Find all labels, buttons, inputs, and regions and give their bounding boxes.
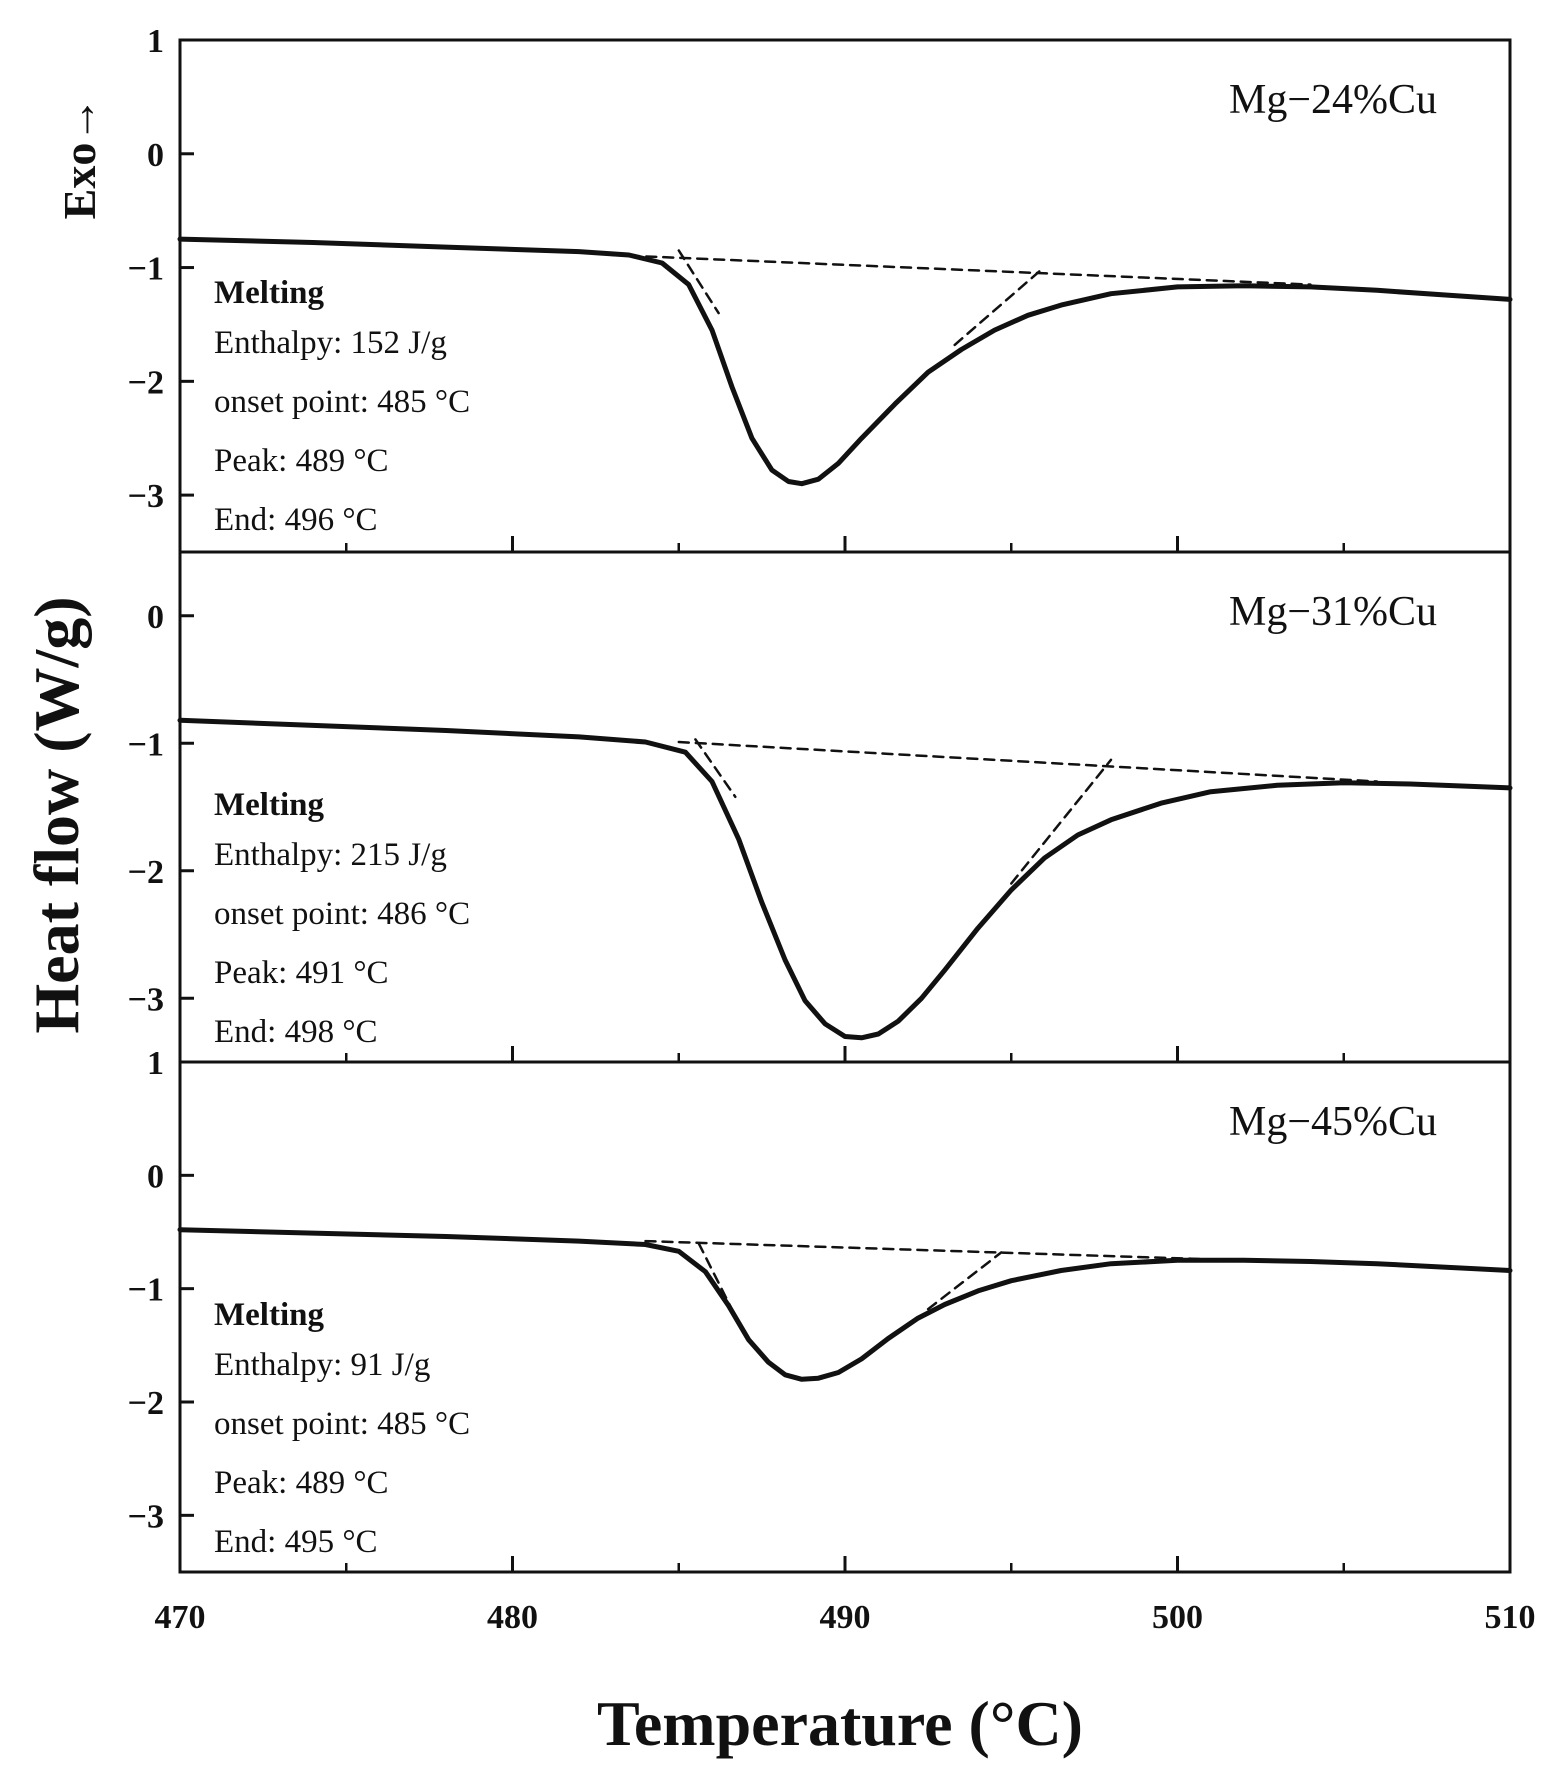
- x-tick-label: 510: [1485, 1599, 1536, 1636]
- x-axis-title: Temperature (°C): [597, 1688, 1083, 1759]
- y-axis-title: Heat flow (W/g): [21, 596, 92, 1033]
- exo-direction-label: Exo→: [54, 97, 105, 220]
- annotation-line: Enthalpy: 91 J/g: [214, 1347, 430, 1383]
- annotation-title: Melting: [214, 1297, 324, 1333]
- annotation-line: onset point: 485 °C: [214, 1406, 470, 1442]
- annotation-line: Enthalpy: 152 J/g: [214, 325, 447, 361]
- annotation-line: End: 498 °C: [214, 1014, 378, 1050]
- panel-label: Mg−24%Cu: [1229, 77, 1437, 123]
- y-tick-label: −1: [128, 251, 164, 288]
- y-tick-label: −3: [128, 478, 164, 515]
- annotation-line: End: 496 °C: [214, 502, 378, 538]
- y-tick-label: −1: [128, 726, 164, 763]
- annotation-line: Peak: 489 °C: [214, 443, 389, 479]
- series-end-tangent: [953, 268, 1043, 347]
- panel-1: 1 0 −1 −2 −3 Mg−24%Cu Melting Enthalpy: 152 J/g…: [128, 23, 1513, 554]
- annotation-line: End: 495 °C: [214, 1524, 378, 1560]
- y-tick-label: −1: [128, 1272, 164, 1309]
- panels-layer: 1 0 −1 −2 −3 Mg−24%Cu Melting Enthalpy: 152 J/g…: [128, 23, 1536, 1636]
- y-tick-label: 1: [147, 1045, 164, 1082]
- y-tick-label: 0: [147, 599, 164, 636]
- series-end-tangent: [1010, 758, 1113, 885]
- series-dsc-curve: [177, 717, 1513, 1041]
- y-tick-label: −3: [128, 1498, 164, 1535]
- y-tick-label: −2: [128, 854, 164, 891]
- series-onset-tangent: [677, 249, 720, 315]
- annotation-line: Peak: 489 °C: [214, 1465, 389, 1501]
- panel-2: 0 −1 −2 −3 Mg−31%Cu Melting Enthalpy: 215 J/g o…: [128, 550, 1513, 1064]
- x-tick-label: 480: [487, 1599, 538, 1636]
- series-baseline: [644, 1239, 1279, 1263]
- panel-label: Mg−45%Cu: [1229, 1099, 1437, 1145]
- series-baseline: [677, 740, 1379, 783]
- annotation-line: onset point: 485 °C: [214, 384, 470, 420]
- series-onset-tangent: [694, 738, 737, 799]
- panel-label: Mg−31%Cu: [1229, 589, 1437, 635]
- y-tick-label: 0: [147, 1158, 164, 1195]
- annotation-line: Peak: 491 °C: [214, 955, 389, 991]
- panel-3: 1 0 −1 −2 −3 Mg−45%Cu Melting Enthalpy: 91 J/g o…: [128, 1045, 1513, 1574]
- y-tick-label: 0: [147, 137, 164, 174]
- annotation-line: Enthalpy: 215 J/g: [214, 837, 447, 873]
- series-dsc-curve: [177, 236, 1513, 487]
- y-tick-label: −3: [128, 981, 164, 1018]
- series-onset-tangent: [697, 1242, 740, 1324]
- annotation-title: Melting: [214, 275, 324, 311]
- y-tick-label: −2: [128, 1385, 164, 1422]
- x-tick-label: 470: [155, 1599, 206, 1636]
- annotation-line: onset point: 486 °C: [214, 896, 470, 932]
- annotation-title: Melting: [214, 787, 324, 823]
- y-tick-label: −2: [128, 364, 164, 401]
- series-end-tangent: [926, 1251, 1003, 1311]
- series-baseline: [611, 253, 1312, 286]
- x-tick-label: 500: [1152, 1599, 1203, 1636]
- x-tick-label: 490: [820, 1599, 871, 1636]
- y-tick-label: 1: [147, 23, 164, 60]
